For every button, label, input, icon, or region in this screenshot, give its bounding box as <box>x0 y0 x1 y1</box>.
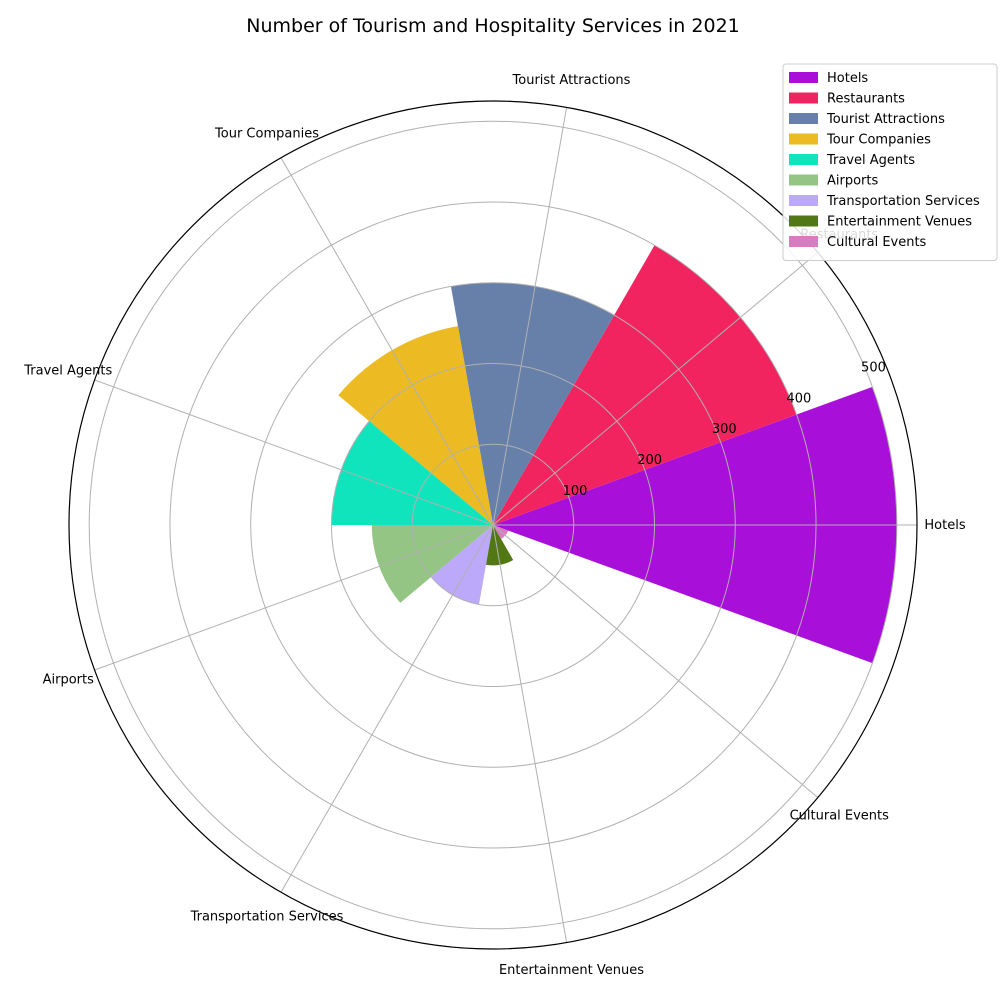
category-label-travel-agents: Travel Agents <box>23 363 112 378</box>
legend-box <box>782 63 998 261</box>
legend-swatch-cultural-events <box>789 236 818 247</box>
bar-airports <box>371 525 493 603</box>
bar-travel-agents <box>331 421 493 525</box>
radial-tick-500: 500 <box>861 360 886 375</box>
grid-spoke-restaurants <box>492 252 819 526</box>
legend-swatch-tourist-attractions <box>789 113 818 124</box>
legend-swatch-hotels <box>789 72 818 83</box>
legend-swatch-restaurants <box>789 92 818 104</box>
legend-label-restaurants: Restaurants <box>827 92 905 107</box>
bar-tourist-attractions <box>450 282 615 525</box>
bar-restaurants <box>493 245 797 526</box>
category-label-entertainment-venues: Entertainment Venues <box>499 963 644 978</box>
grid-spoke-tour-companies <box>280 157 494 526</box>
grid-layer <box>68 100 918 950</box>
grid-spoke-cultural-events <box>492 524 819 798</box>
bar-transportation-services <box>431 525 493 605</box>
category-label-transportation-services: Transportation Services <box>190 909 344 924</box>
radial-tick-300: 300 <box>712 422 737 437</box>
polar-frame <box>68 100 918 950</box>
radial-tick-400: 400 <box>786 391 811 406</box>
legend-label-cultural-events: Cultural Events <box>827 235 927 250</box>
legend-label-airports: Airports <box>827 174 878 189</box>
legend-swatch-transportation-services <box>789 195 818 206</box>
ticks-layer: 100 200 300 400 500 <box>563 360 886 499</box>
chart-title: Number of Tourism and Hospitality Servic… <box>246 15 740 37</box>
legend-label-transportation-services: Transportation Services <box>826 194 980 209</box>
grid-spoke-travel-agents <box>94 379 494 526</box>
category-label-airports: Airports <box>43 673 94 688</box>
legend-label-tour-companies: Tour Companies <box>826 133 931 148</box>
grid-spoke-tourist-attractions <box>492 107 568 526</box>
grid-spoke-transportation-services <box>280 524 494 893</box>
bar-entertainment-venues <box>485 525 514 566</box>
legend-swatch-entertainment-venues <box>789 215 818 227</box>
legend-swatch-travel-agents <box>789 154 818 165</box>
legend-label-hotels: Hotels <box>827 71 868 86</box>
legend-swatch-tour-companies <box>789 133 818 145</box>
category-label-tourist-attractions: Tourist Attractions <box>512 73 631 88</box>
legend-label-entertainment-venues: Entertainment Venues <box>827 215 972 230</box>
bars-layer <box>331 245 897 664</box>
legend-swatch-airports <box>789 174 818 186</box>
category-label-tour-companies: Tour Companies <box>214 127 319 142</box>
grid-spoke-entertainment-venues <box>492 524 568 943</box>
legend-label-tourist-attractions: Tourist Attractions <box>826 112 945 127</box>
grid-spoke-airports <box>94 524 494 671</box>
legend-label-travel-agents: Travel Agents <box>826 153 915 168</box>
category-label-cultural-events: Cultural Events <box>790 809 890 824</box>
category-label-hotels: Hotels <box>924 518 965 533</box>
radial-tick-200: 200 <box>637 453 662 468</box>
legend: Hotels Restaurants Tourist Attractions Tour… <box>782 63 998 261</box>
radial-tick-100: 100 <box>563 484 588 499</box>
bar-tour-companies <box>338 326 493 525</box>
